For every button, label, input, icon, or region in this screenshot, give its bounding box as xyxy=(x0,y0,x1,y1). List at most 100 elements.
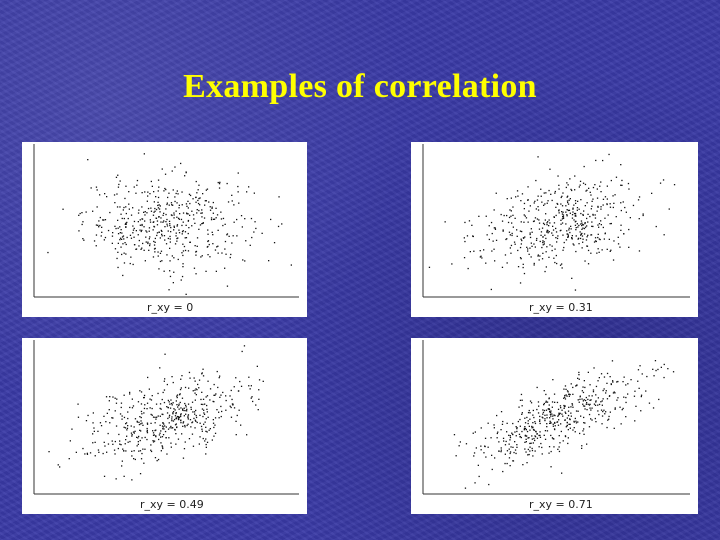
scatter-point xyxy=(533,243,535,245)
scatter-point xyxy=(549,168,551,170)
scatter-point xyxy=(98,226,100,228)
scatter-point xyxy=(533,429,535,431)
scatter-point xyxy=(548,189,550,192)
scatter-point xyxy=(534,200,536,202)
scatter-point xyxy=(522,263,524,265)
scatter-point xyxy=(520,243,522,245)
scatter-point xyxy=(137,441,139,443)
scatter-point xyxy=(229,405,231,407)
scatter-point xyxy=(550,450,552,453)
scatter-point xyxy=(132,232,134,234)
scatter-point xyxy=(549,410,551,413)
scatter-point xyxy=(130,432,133,434)
scatter-point xyxy=(185,410,187,412)
scatter-point xyxy=(136,445,138,447)
scatter-point xyxy=(568,209,571,211)
scatter-point xyxy=(156,416,158,418)
scatter-point xyxy=(516,427,518,429)
scatter-point xyxy=(531,427,533,429)
scatter-point xyxy=(124,197,126,200)
scatter-point xyxy=(231,398,233,401)
scatter-point xyxy=(541,453,543,455)
scatter-point xyxy=(101,226,103,228)
scatter-point xyxy=(600,401,602,403)
scatter-point xyxy=(539,240,541,243)
scatter-point xyxy=(235,377,237,379)
scatter-point xyxy=(122,235,125,237)
scatter-point xyxy=(218,183,221,185)
scatter-point xyxy=(174,200,176,203)
scatter-point xyxy=(517,195,519,197)
scatter-point xyxy=(582,224,584,226)
scatter-point xyxy=(525,438,527,440)
scatter-point xyxy=(187,423,189,425)
scatter-point xyxy=(601,404,603,406)
scatter-point xyxy=(181,252,183,254)
scatter-point xyxy=(189,202,191,205)
scatter-point xyxy=(588,413,591,416)
scatter-point xyxy=(605,411,607,413)
scatter-point xyxy=(146,429,148,432)
scatter-point xyxy=(515,426,517,428)
scatter-point xyxy=(157,201,159,203)
scatter-point xyxy=(195,201,197,203)
scatter-point xyxy=(120,402,123,404)
scatter-point xyxy=(157,196,160,199)
scatter-point xyxy=(564,385,567,387)
scatter-point xyxy=(87,414,89,417)
scatter-point xyxy=(155,435,157,437)
scatter-point xyxy=(144,260,146,262)
scatter-point xyxy=(555,231,558,233)
scatter-point xyxy=(150,413,152,416)
scatter-point xyxy=(125,450,127,452)
scatter-point xyxy=(106,451,108,453)
scatter-point xyxy=(584,226,587,228)
scatter-point xyxy=(144,191,146,193)
scatter-point xyxy=(160,408,162,410)
scatter-point xyxy=(182,422,184,424)
scatter-point xyxy=(47,251,49,254)
scatter-point xyxy=(571,238,573,240)
scatter-point xyxy=(627,383,629,385)
scatter-point xyxy=(133,186,135,188)
scatter-point xyxy=(129,262,131,265)
scatter-point xyxy=(553,414,555,416)
scatter-point xyxy=(161,168,163,170)
scatter-point xyxy=(142,242,144,245)
scatter-point xyxy=(604,196,607,198)
scatter-point xyxy=(172,411,175,413)
scatter-point xyxy=(525,435,527,437)
scatter-point xyxy=(524,215,526,217)
scatter-point xyxy=(495,192,497,194)
scatter-point xyxy=(62,208,64,210)
scatter-point xyxy=(201,255,203,257)
scatter-point xyxy=(148,249,150,251)
scatter-point xyxy=(566,214,568,216)
scatter-point xyxy=(182,266,184,268)
scatter-point xyxy=(133,227,135,230)
scatter-point xyxy=(185,293,187,295)
scatter-point xyxy=(161,235,163,237)
scatter-point xyxy=(479,250,481,252)
scatter-point xyxy=(551,401,554,403)
scatter-point xyxy=(126,221,128,224)
scatter-point xyxy=(164,239,166,241)
scatter-point xyxy=(136,184,138,186)
scatter-point xyxy=(212,201,214,204)
scatter-point xyxy=(511,432,513,434)
scatter-point xyxy=(133,450,135,452)
scatter-point xyxy=(508,216,511,219)
scatter-point xyxy=(200,403,203,405)
scatter-point xyxy=(587,403,589,405)
scatter-point xyxy=(82,221,84,223)
scatter-point xyxy=(530,256,532,258)
scatter-point xyxy=(552,234,554,236)
scatter-point xyxy=(606,248,608,250)
scatter-point xyxy=(207,254,209,256)
scatter-point xyxy=(538,219,540,221)
scatter-point xyxy=(201,391,203,393)
scatter-point xyxy=(598,377,600,379)
scatter-point xyxy=(143,249,145,251)
scatter-point xyxy=(528,453,530,456)
scatter-point xyxy=(500,213,502,216)
